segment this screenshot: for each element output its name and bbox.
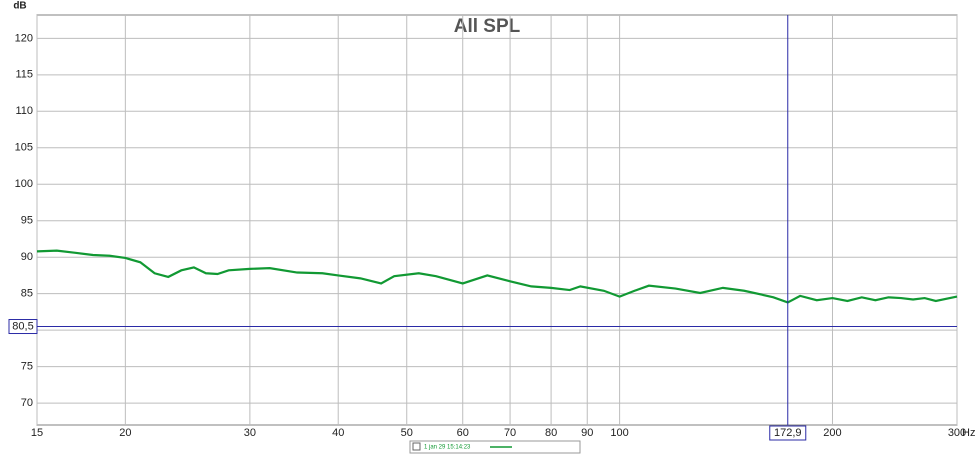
y-tick-label: 110 (15, 105, 33, 117)
x-tick-label: 30 (244, 427, 256, 439)
plot-area (36, 14, 958, 426)
x-tick-label: 50 (401, 427, 413, 439)
x-tick-label: 90 (581, 427, 593, 439)
y-axis-label: dB (13, 1, 26, 12)
x-tick-label: 100 (610, 427, 628, 439)
cursor-y-box (8, 319, 38, 335)
x-tick-label: 60 (457, 427, 469, 439)
chart-title: All SPL (454, 16, 521, 37)
x-tick-label: 80 (545, 427, 557, 439)
x-tick-label: 20 (119, 427, 131, 439)
line-series (36, 249, 958, 304)
cursor-y-label: 80,5 (12, 320, 33, 332)
y-tick-label: 90 (21, 251, 33, 263)
x-tick-label: 15 (31, 427, 43, 439)
x-tick-label: 70 (504, 427, 516, 439)
x-tick-label: 40 (332, 427, 344, 439)
y-tick-label: 70 (21, 397, 33, 409)
y-tick-label: 115 (15, 69, 33, 81)
x-tick-label: 300 (948, 427, 966, 439)
y-tick-label: 75 (21, 361, 33, 373)
x-axis-label: Hz (962, 427, 975, 439)
cursor-x-label: 172,9 (774, 427, 802, 439)
cursor-x-box (769, 425, 807, 441)
legend-label: 1 jan 29 15:14:23 (424, 445, 471, 451)
y-tick-label: 95 (21, 215, 33, 227)
y-tick-label: 105 (15, 142, 33, 154)
legend-checkbox[interactable] (412, 442, 421, 451)
y-tick-label: 85 (21, 288, 33, 300)
y-tick-label: 100 (15, 178, 33, 190)
x-tick-label: 200 (823, 427, 841, 439)
y-tick-label: 120 (15, 32, 33, 44)
